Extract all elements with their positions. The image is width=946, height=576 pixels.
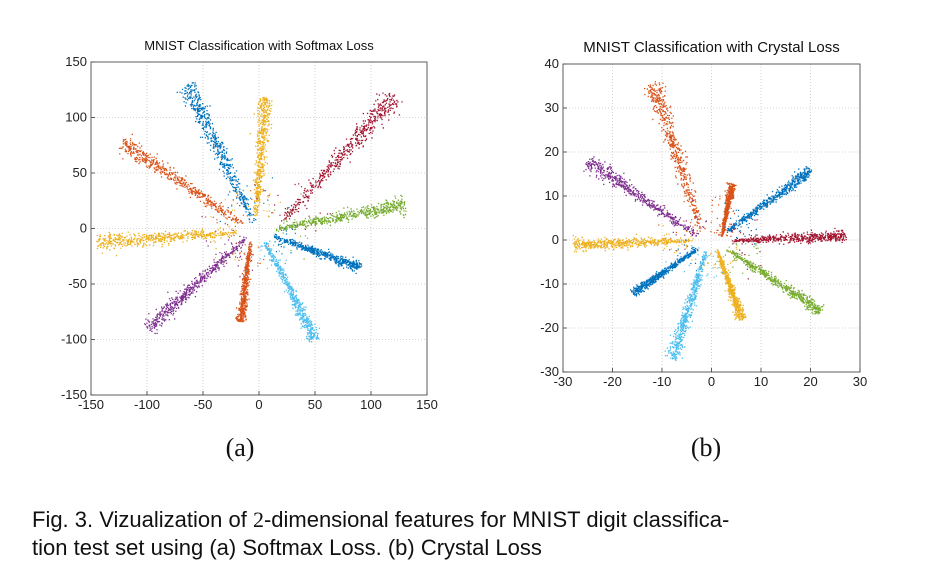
series-points bbox=[245, 240, 321, 343]
x-tick-label: -150 bbox=[78, 397, 104, 412]
y-tick-label: -100 bbox=[61, 332, 87, 347]
x-tick-label: -20 bbox=[603, 374, 622, 389]
scatter-points bbox=[572, 81, 847, 362]
series-points bbox=[710, 182, 737, 237]
x-axis: -30 -20 -10 0 10 20 30 bbox=[554, 374, 868, 389]
series-class-green bbox=[714, 240, 825, 315]
series-points bbox=[572, 225, 694, 261]
series-class-orange-2 bbox=[231, 241, 270, 323]
x-tick-label: -50 bbox=[194, 397, 213, 412]
series-class-yellow-2 bbox=[700, 247, 747, 321]
chart-title: MNIST Classification with Crystal Loss bbox=[583, 39, 839, 56]
x-tick-label: 30 bbox=[853, 374, 867, 389]
series-points bbox=[231, 241, 270, 323]
x-tick-label: 50 bbox=[308, 397, 322, 412]
caption-line-1: Fig. 3. Vizualization of 2-dimensional f… bbox=[32, 507, 730, 532]
x-tick-label: -100 bbox=[134, 397, 160, 412]
series-points bbox=[176, 82, 273, 223]
series-points bbox=[118, 133, 256, 243]
scatter-points bbox=[96, 82, 407, 343]
series-points bbox=[714, 240, 825, 315]
series-class-yellow bbox=[572, 225, 694, 261]
series-class-dark-red bbox=[256, 92, 403, 232]
axes-frame bbox=[90, 61, 428, 396]
y-tick-label: 20 bbox=[545, 144, 559, 159]
y-tick-label: 30 bbox=[545, 100, 559, 115]
figure-caption: Fig. 3. Vizualization of 2-dimensional f… bbox=[32, 506, 932, 562]
panel-label: (a) bbox=[226, 433, 255, 462]
series-points bbox=[629, 239, 704, 297]
series-class-purple bbox=[144, 216, 253, 335]
y-tick-label: 100 bbox=[65, 110, 87, 125]
y-tick-label: -30 bbox=[540, 364, 559, 379]
series-class-orange bbox=[118, 133, 256, 243]
y-tick-label: 40 bbox=[545, 56, 559, 71]
x-tick-label: 0 bbox=[255, 397, 262, 412]
y-axis: 150 100 50 0 -50 -100 -150 bbox=[61, 54, 87, 402]
figure-canvas: -150 -100 -50 0 50 100 150150100500-50-100-150… bbox=[61, 38, 867, 462]
y-tick-label: 0 bbox=[80, 221, 87, 236]
y-tick-label: -20 bbox=[540, 320, 559, 335]
panel-label: (b) bbox=[691, 433, 721, 462]
chart-title: MNIST Classification with Softmax Loss bbox=[144, 38, 374, 53]
caption-line-2: tion test set using (a) Softmax Loss. (b… bbox=[32, 535, 542, 560]
x-tick-label: 0 bbox=[708, 374, 715, 389]
y-tick-label: 10 bbox=[545, 188, 559, 203]
y-tick-label: 0 bbox=[552, 232, 559, 247]
x-tick-label: -10 bbox=[653, 374, 672, 389]
x-tick-label: 100 bbox=[360, 397, 382, 412]
y-tick-label: -50 bbox=[68, 276, 87, 291]
x-tick-label: -30 bbox=[554, 374, 573, 389]
series-class-blue-2 bbox=[268, 207, 363, 274]
x-tick-label: 150 bbox=[416, 397, 438, 412]
y-tick-label: 150 bbox=[65, 54, 87, 69]
series-points bbox=[642, 81, 735, 244]
series-class-orange-2 bbox=[710, 182, 737, 237]
y-tick-label: 50 bbox=[73, 165, 87, 180]
series-points bbox=[724, 166, 813, 245]
y-tick-label: -150 bbox=[61, 387, 87, 402]
chart-softmax: -150 -100 -50 0 50 100 150150100500-50-100-150… bbox=[61, 38, 438, 462]
series-class-blue-2 bbox=[629, 239, 704, 297]
chart-crystal: -30 -20 -10 0 10 20 30 40 30 20 10 0 -10 -20 -30 MNIST … bbox=[540, 39, 867, 462]
series-class-light-blue bbox=[664, 247, 723, 362]
series-points bbox=[274, 193, 407, 265]
x-axis: -150 -100 -50 0 50 100 150 bbox=[78, 397, 438, 412]
y-axis: 40 30 20 10 0 -10 -20 -30 bbox=[540, 56, 559, 379]
series-class-blue bbox=[724, 166, 813, 245]
x-tick-label: 20 bbox=[803, 374, 817, 389]
series-class-light-blue bbox=[245, 240, 321, 343]
series-points bbox=[144, 216, 253, 335]
series-points bbox=[256, 92, 403, 232]
series-class-orange bbox=[642, 81, 735, 244]
x-tick-label: 10 bbox=[754, 374, 768, 389]
series-points bbox=[700, 247, 747, 321]
axes-frame bbox=[562, 63, 861, 373]
series-class-blue bbox=[176, 82, 273, 223]
series-points bbox=[268, 207, 363, 274]
series-points bbox=[664, 247, 723, 362]
y-tick-label: -10 bbox=[540, 276, 559, 291]
series-class-green bbox=[274, 193, 407, 265]
